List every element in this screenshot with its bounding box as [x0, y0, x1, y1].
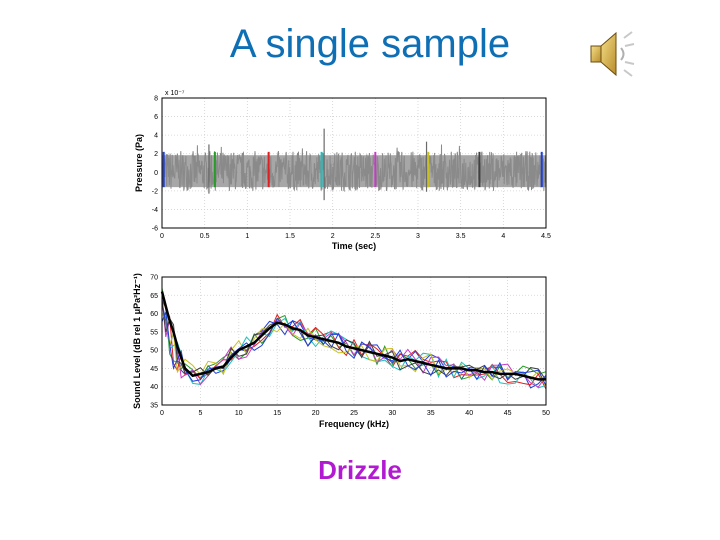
c2-y-tick-label: 50 [150, 348, 158, 355]
c1-x-tick-label: 1 [245, 233, 249, 240]
spectrum-y-label: Sound Level (dB rel 1 μPa²Hz⁻¹) [132, 273, 142, 409]
page-title: A single sample [229, 22, 511, 66]
speaker-icon[interactable] [588, 28, 636, 80]
spectrum-sample-line [161, 297, 547, 388]
caption-label: Drizzle [318, 455, 402, 485]
c1-y-tick-label: 6 [154, 114, 158, 121]
c1-x-tick-label: 1.5 [285, 233, 295, 240]
c1-x-tick-label: 4.5 [541, 233, 551, 240]
c2-x-tick-label: 35 [427, 410, 435, 417]
spectrum-grid [161, 276, 547, 406]
c2-y-tick-label: 70 [150, 275, 158, 282]
spectrum-y-ticks: 35 40 45 50 55 60 65 70 [150, 275, 158, 410]
pressure-noise-trace [161, 128, 547, 201]
c2-x-tick-label: 50 [542, 410, 550, 417]
c2-x-tick-label: 20 [312, 410, 320, 417]
pressure-chart: 0 0.5 1 1.5 2 2.5 3 3.5 4 4.5 -6 -4 -2 0 2 4 6 8 Time (s… [134, 90, 551, 251]
c1-x-tick-label: 4 [501, 233, 505, 240]
c1-y-tick-label: -4 [152, 207, 158, 214]
spectrum-plot-frame [161, 276, 547, 406]
c2-y-tick-label: 60 [150, 311, 158, 318]
pressure-markers [162, 151, 543, 188]
c1-y-tick-label: 0 [154, 170, 158, 177]
c1-y-tick-label: 4 [154, 133, 158, 140]
c2-x-tick-label: 30 [389, 410, 397, 417]
spectrum-sample-line [161, 314, 547, 388]
c1-x-tick-label: 0.5 [200, 233, 210, 240]
c2-x-tick-label: 45 [504, 410, 512, 417]
c1-y-tick-label: -6 [152, 226, 158, 233]
pressure-noise-band [162, 155, 546, 188]
c2-x-tick-label: 40 [465, 410, 473, 417]
pressure-plot-frame [161, 97, 547, 229]
c2-y-tick-label: 40 [150, 384, 158, 391]
pressure-x-label: Time (sec) [332, 241, 376, 251]
spectrum-x-label: Frequency (kHz) [319, 419, 389, 429]
c1-x-tick-label: 3.5 [456, 233, 466, 240]
pressure-y-label: Pressure (Pa) [134, 134, 144, 192]
spectrum-mean-line [160, 291, 546, 381]
c1-x-tick-label: 2.5 [370, 233, 380, 240]
c2-y-tick-label: 65 [150, 293, 158, 300]
c2-x-tick-label: 0 [160, 410, 164, 417]
c2-y-tick-label: 55 [150, 329, 158, 336]
c1-x-tick-label: 0 [160, 233, 164, 240]
pressure-x-ticks: 0 0.5 1 1.5 2 2.5 3 3.5 4 4.5 [160, 233, 551, 240]
c2-x-tick-label: 10 [235, 410, 243, 417]
c2-x-tick-label: 25 [350, 410, 358, 417]
spectrum-sample-line [161, 312, 547, 387]
c1-y-tick-label: 8 [154, 96, 158, 103]
c2-y-tick-label: 45 [150, 366, 158, 373]
c1-x-tick-label: 2 [331, 233, 335, 240]
c1-y-tick-label: 2 [154, 151, 158, 158]
spectrum-chart: 0 5 10 15 20 25 30 35 40 45 50 35 40 45 50 55 60 65 70 Fr… [132, 273, 550, 429]
pressure-y-ticks: -6 -4 -2 0 2 4 6 8 [152, 96, 158, 233]
c1-x-tick-label: 3 [416, 233, 420, 240]
spectrum-x-ticks: 0 5 10 15 20 25 30 35 40 45 50 [160, 410, 550, 417]
c2-x-tick-label: 15 [273, 410, 281, 417]
c2-x-tick-label: 5 [198, 410, 202, 417]
pressure-exponent-label: x 10⁻⁷ [165, 90, 185, 97]
spectrum-series [161, 287, 547, 390]
c1-y-tick-label: -2 [152, 188, 158, 195]
c2-y-tick-label: 35 [150, 403, 158, 410]
